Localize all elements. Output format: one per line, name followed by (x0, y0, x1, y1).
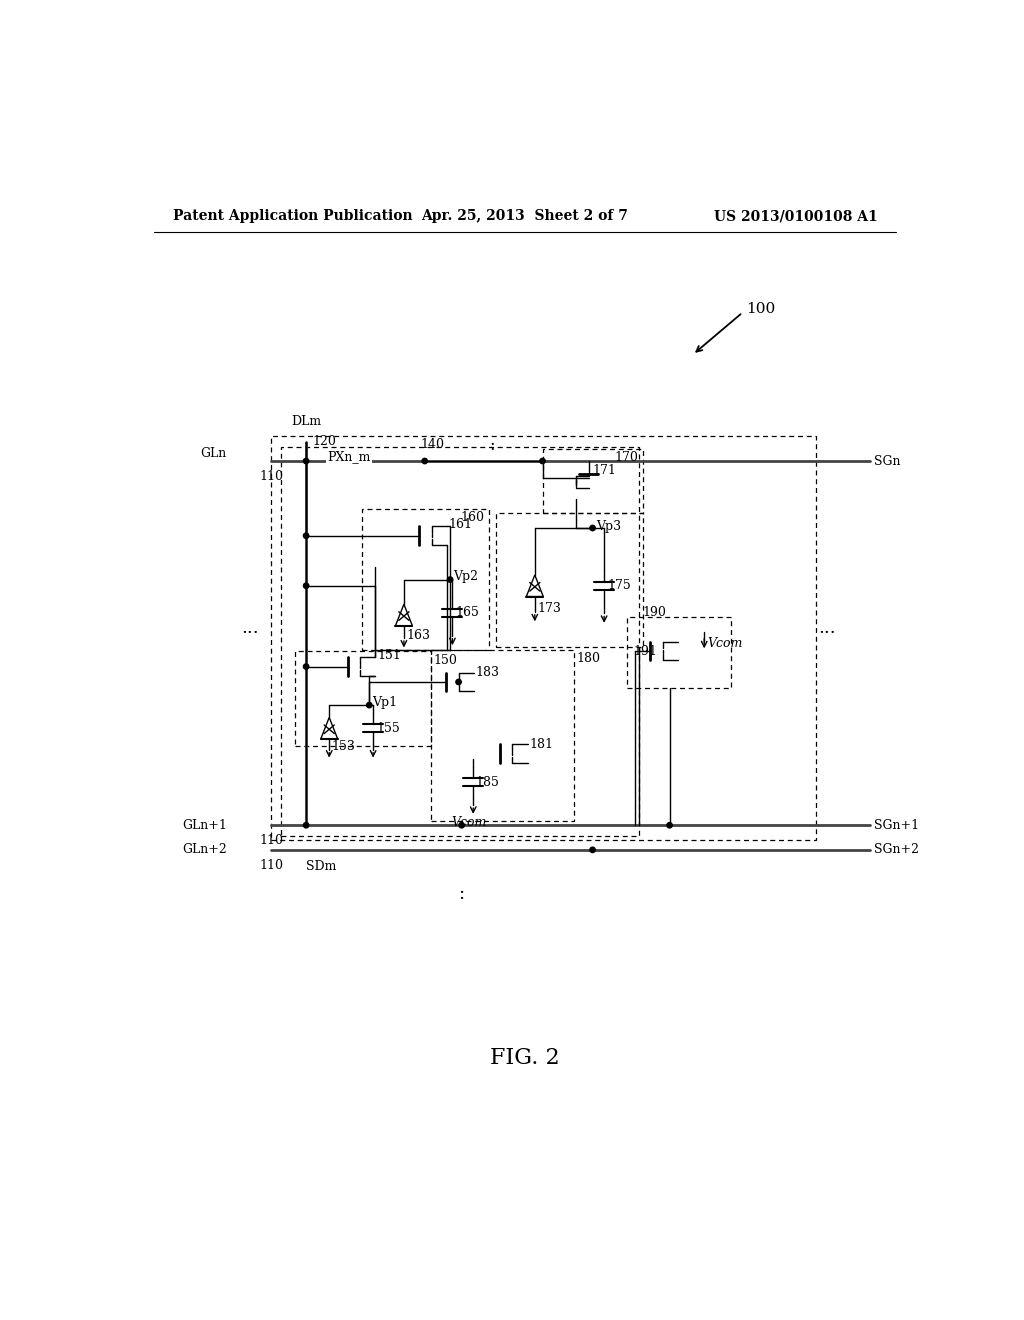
Text: 183: 183 (475, 667, 500, 680)
Bar (544, 449, 643, 512)
Text: Patent Application Publication: Patent Application Publication (173, 209, 413, 223)
Bar (628, 616, 731, 688)
Bar (497, 512, 643, 647)
Circle shape (367, 702, 372, 708)
Text: :: : (459, 884, 465, 903)
Text: GLn+1: GLn+1 (182, 818, 226, 832)
Text: Vp3: Vp3 (596, 520, 621, 533)
Text: 170: 170 (614, 451, 639, 465)
Text: 110: 110 (259, 470, 284, 483)
Text: 173: 173 (538, 602, 562, 615)
Text: SGn+2: SGn+2 (873, 843, 919, 857)
Bar (361, 508, 488, 649)
Text: SDm: SDm (306, 861, 337, 874)
Circle shape (422, 458, 427, 463)
Bar (270, 436, 816, 840)
Text: 120: 120 (312, 436, 336, 449)
Text: 155: 155 (376, 722, 400, 735)
Text: 100: 100 (746, 301, 776, 315)
Text: Vp2: Vp2 (454, 570, 478, 583)
Text: 140: 140 (421, 437, 444, 450)
Text: Vcom: Vcom (708, 638, 742, 649)
Text: :: : (489, 437, 496, 454)
Text: GLn: GLn (201, 446, 226, 459)
Circle shape (303, 822, 309, 828)
Text: 181: 181 (529, 738, 553, 751)
Circle shape (459, 822, 464, 828)
Text: 191: 191 (634, 644, 657, 657)
Text: DLm: DLm (291, 414, 322, 428)
Text: US 2013/0100108 A1: US 2013/0100108 A1 (714, 209, 878, 223)
Circle shape (303, 664, 309, 669)
Circle shape (540, 458, 545, 463)
Text: 175: 175 (607, 579, 631, 593)
Circle shape (303, 533, 309, 539)
Circle shape (667, 822, 672, 828)
Text: 151: 151 (377, 649, 400, 663)
Text: 165: 165 (456, 606, 479, 619)
Text: SGn+1: SGn+1 (873, 818, 919, 832)
Text: 161: 161 (449, 519, 472, 532)
Text: 190: 190 (643, 606, 667, 619)
Text: 180: 180 (577, 652, 600, 665)
Text: Vp1: Vp1 (373, 696, 397, 709)
Text: 150: 150 (433, 653, 457, 667)
Text: ...: ... (818, 619, 837, 638)
Text: FIG. 2: FIG. 2 (490, 1047, 559, 1069)
Text: 185: 185 (475, 776, 500, 788)
Circle shape (303, 583, 309, 589)
Text: Apr. 25, 2013  Sheet 2 of 7: Apr. 25, 2013 Sheet 2 of 7 (421, 209, 629, 223)
Text: 153: 153 (332, 741, 355, 754)
Text: GLn+2: GLn+2 (182, 843, 226, 857)
Text: 110: 110 (259, 859, 284, 871)
Circle shape (590, 525, 595, 531)
Text: SGn: SGn (873, 454, 900, 467)
Text: ...: ... (241, 619, 259, 638)
Text: 110: 110 (259, 834, 284, 847)
Text: 160: 160 (461, 511, 484, 524)
Bar (431, 649, 574, 821)
Text: PXn_m: PXn_m (328, 450, 371, 463)
Bar (295, 651, 431, 746)
Text: 163: 163 (407, 628, 430, 642)
Text: 171: 171 (593, 463, 616, 477)
Circle shape (590, 847, 595, 853)
Circle shape (303, 458, 309, 463)
Circle shape (447, 577, 453, 582)
Circle shape (456, 680, 461, 685)
Bar (282, 447, 639, 836)
Text: Vcom: Vcom (452, 816, 487, 829)
